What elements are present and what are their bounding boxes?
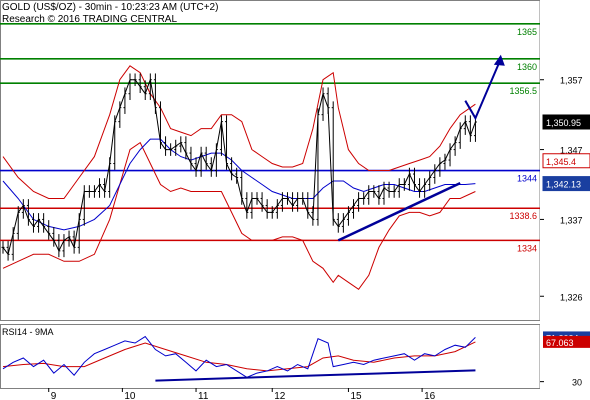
level-label-1344: 1344 — [517, 174, 537, 184]
rsi-title: RSI14 - 9MA — [2, 327, 54, 337]
bollinger-lower-line — [2, 141, 476, 290]
support-trendline — [337, 181, 461, 242]
chart-copyright: Research © 2016 TRADING CENTRAL — [2, 14, 178, 25]
rsi-line — [2, 335, 476, 378]
x-axis-tick-label: 11 — [198, 391, 209, 400]
level-label-1365: 1365 — [517, 27, 537, 37]
x-axis-tick-label: 16 — [424, 391, 436, 400]
price-axis-tick-label: 1,357 — [560, 76, 583, 86]
forecast-arrow-line — [464, 58, 502, 121]
price-axis-tick-label: 1,337 — [560, 215, 583, 225]
rsi-axis-tick-label: 30 — [572, 378, 582, 388]
moving-average-line — [2, 138, 476, 231]
badge-last — [542, 114, 590, 130]
price-axis-tick-label: 1,347 — [560, 146, 583, 156]
level-label-1334: 1334 — [517, 243, 537, 253]
chart-title: GOLD (US$/OZ) - 30min - 10:23:23 AM (UTC… — [2, 2, 219, 13]
price-panel-frame — [0, 0, 541, 321]
level-label-1356-5: 1356.5 — [509, 86, 537, 96]
rsi-badge-label-ma: 67.063 — [546, 338, 574, 348]
x-axis-tick-label: 12 — [274, 391, 286, 400]
rsi-trendline — [155, 369, 476, 382]
badge-moving_average — [542, 176, 590, 192]
price-axis-tick-label: 1,326 — [560, 292, 583, 302]
price-line — [2, 77, 476, 256]
x-axis-tick-label: 10 — [124, 391, 136, 400]
badge-label-last: 1,350.95 — [546, 118, 581, 128]
rsi-badge-ma — [543, 335, 590, 348]
level-label-1338-6: 1338.6 — [509, 211, 537, 221]
badge-label-bollinger: 1,345.4 — [546, 157, 576, 167]
bollinger-upper-line — [2, 65, 476, 199]
x-axis-tick-label: 9 — [51, 391, 57, 400]
level-label-1360: 1360 — [517, 62, 537, 72]
forecast-arrow-head — [493, 54, 505, 66]
rsi-ma-line — [2, 341, 476, 372]
badge-label-moving_average: 1,342.13 — [546, 180, 581, 190]
rsi-panel-frame — [0, 324, 541, 389]
badge-bollinger — [542, 153, 590, 169]
x-axis-tick-label: 15 — [350, 391, 362, 400]
